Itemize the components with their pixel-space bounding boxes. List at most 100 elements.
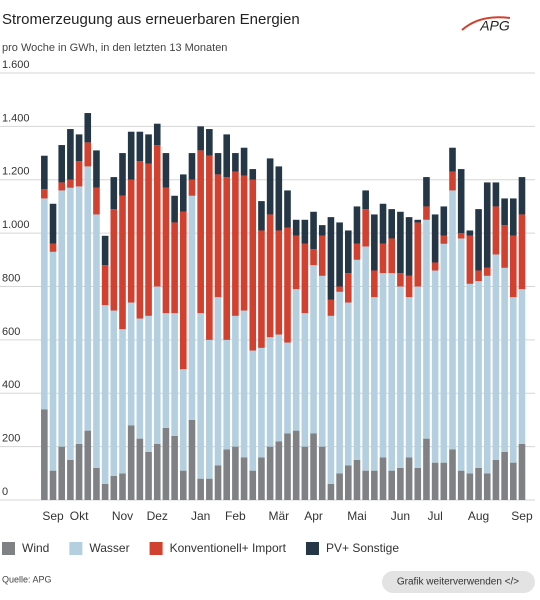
bar-segment: [249, 350, 257, 471]
bar-segment: [423, 177, 430, 207]
bar-segment: [318, 446, 326, 500]
bar-segment: [249, 179, 257, 351]
bar-segment: [518, 289, 526, 444]
bar-segment: [41, 189, 48, 199]
bar-segment: [457, 233, 465, 239]
bar-segment: [353, 206, 361, 244]
bar-segment: [397, 286, 404, 468]
bar-segment: [58, 446, 66, 500]
bar-segment: [93, 150, 100, 188]
bar-segment: [483, 473, 491, 500]
bar-segment: [119, 473, 126, 500]
button-label[interactable]: Grafik weiterverwenden </>: [397, 577, 519, 588]
logo: APG: [461, 16, 511, 34]
bar-segment: [197, 478, 204, 500]
bar-segment: [501, 267, 508, 452]
bar-segment: [162, 427, 170, 500]
bar-segment: [127, 302, 135, 426]
button-bg[interactable]: [382, 571, 535, 593]
bar-segment: [449, 190, 456, 450]
bar-segment: [371, 470, 378, 500]
bar-segment: [188, 179, 196, 196]
bar-segment: [153, 123, 161, 146]
bar-segment: [284, 227, 291, 343]
legend-swatch: [305, 542, 319, 555]
bar-segment: [327, 217, 335, 300]
bar-segment: [301, 446, 309, 500]
y-tick-label: 1.600: [2, 59, 30, 71]
legend-label: Wasser: [89, 541, 129, 555]
bar-segment: [41, 198, 48, 410]
bar-segment: [162, 187, 170, 314]
bar-segment: [75, 186, 83, 444]
bar-segment: [232, 153, 239, 172]
bar-segment: [301, 243, 309, 314]
bar-segment: [49, 470, 57, 500]
bar-segment: [249, 470, 257, 500]
x-tick-label: Sep: [511, 509, 533, 523]
bar-segment: [179, 174, 187, 212]
legend-label: Wind: [22, 541, 49, 555]
x-tick-label: Jan: [191, 509, 210, 523]
bar-segment: [475, 281, 482, 468]
bar-segment: [179, 211, 187, 370]
bar-segment: [266, 337, 274, 447]
x-tick-label: Mai: [347, 509, 366, 523]
bar-segment: [492, 206, 500, 255]
bar-segment: [379, 457, 387, 500]
bar-segment: [449, 171, 456, 191]
button[interactable]: Grafik weiterverwenden </>: [382, 571, 535, 593]
bar-segment: [301, 313, 309, 447]
bar-segment: [388, 470, 396, 500]
bar-segment: [214, 174, 222, 298]
bar-segment: [336, 286, 343, 292]
bar-segment: [258, 457, 265, 500]
bar-segment: [179, 470, 187, 500]
x-tick-label: Aug: [468, 509, 489, 523]
bar-segment: [284, 190, 291, 228]
bar-segment: [171, 195, 178, 223]
bar-segment: [266, 158, 274, 215]
bar-segment: [292, 219, 300, 236]
bar-segment: [110, 177, 118, 210]
bar-segment: [475, 467, 482, 500]
bar-segment: [327, 299, 335, 316]
bar-segment: [423, 438, 430, 500]
bar-segment: [119, 153, 126, 196]
bar-segment: [423, 206, 430, 220]
bar-segment: [405, 217, 413, 276]
bar-segment: [397, 273, 404, 287]
bar-segment: [414, 286, 422, 468]
bar-segment: [145, 134, 152, 164]
bar-segment: [475, 209, 482, 271]
legend-swatch: [2, 542, 15, 555]
bar-segment: [379, 243, 387, 274]
bar-segment: [362, 209, 369, 247]
bar-segment: [127, 179, 135, 303]
bar-segment: [475, 270, 482, 282]
bar-segment: [353, 243, 361, 260]
bar-segment: [145, 315, 152, 452]
bar-segment: [162, 153, 170, 188]
bar-segment: [449, 147, 456, 172]
bar-segment: [171, 222, 178, 314]
bar-segment: [214, 153, 222, 175]
bar-segment: [327, 483, 335, 500]
bar-segment: [240, 147, 248, 176]
bar-segment: [310, 211, 317, 250]
bar-segment: [145, 163, 152, 316]
bar-segment: [240, 457, 248, 500]
bar-segment: [492, 459, 500, 500]
bar-segment: [336, 473, 343, 500]
bar-segment: [179, 369, 187, 471]
bar-segment: [344, 273, 352, 303]
bar-segment: [492, 182, 500, 207]
y-tick-label: 600: [2, 326, 20, 338]
logo-text: APG: [479, 18, 510, 34]
bar-segment: [440, 235, 448, 244]
bar-segment: [292, 235, 300, 290]
bar-segment: [136, 161, 144, 319]
bar-segment: [501, 225, 508, 268]
bar-segment: [414, 222, 422, 287]
